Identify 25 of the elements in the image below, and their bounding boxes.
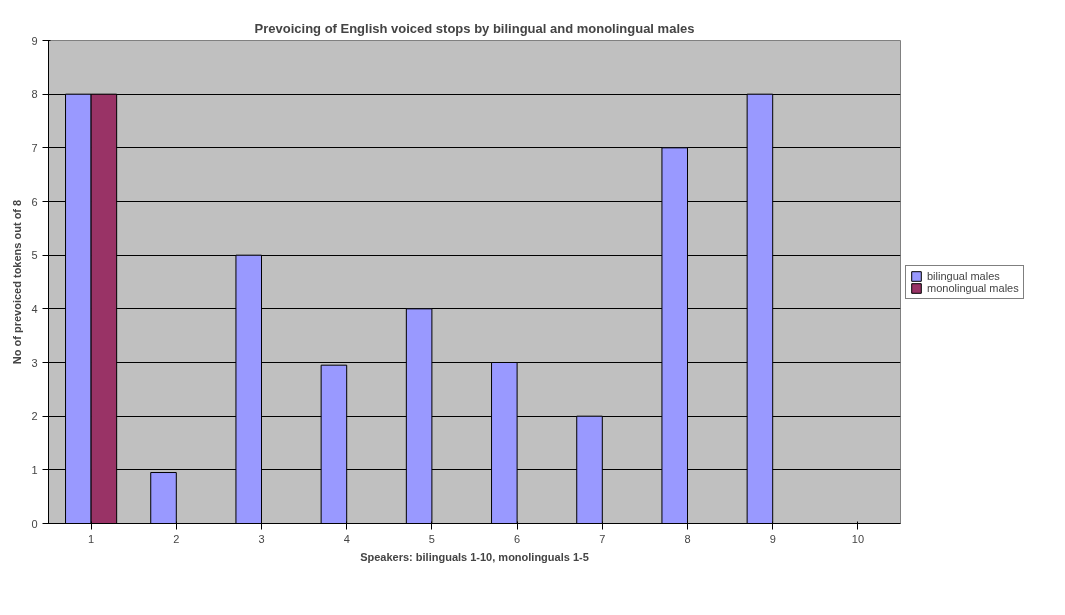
x-axis-title: Speakers: bilinguals 1-10, monolinguals 1-5: [360, 550, 589, 563]
y-tick-label: 6: [31, 195, 38, 208]
legend-label: bilingual males: [927, 269, 1000, 282]
y-tick-label: 1: [31, 463, 38, 476]
y-tick-label: 0: [31, 517, 38, 530]
x-tick-label: 10: [851, 532, 865, 545]
y-tick-label: 2: [31, 410, 38, 423]
x-tick-label: 9: [769, 532, 776, 545]
x-tick-label: 2: [173, 532, 180, 545]
y-tick-label: 4: [31, 302, 38, 315]
x-tick-label: 3: [258, 532, 265, 545]
legend-label: monolingual males: [927, 281, 1019, 294]
x-tick-label: 1: [88, 532, 95, 545]
y-tick-label: 3: [31, 356, 38, 369]
x-tick-label: 8: [684, 532, 691, 545]
x-tick-label: 5: [428, 532, 435, 545]
x-tick-label: 7: [599, 532, 606, 545]
y-tick-label: 7: [31, 141, 38, 154]
y-tick-label: 8: [31, 88, 38, 101]
chart-title: Prevoicing of English voiced stops by bilingual and monolingual males: [254, 20, 695, 36]
y-axis-title: No of prevoiced tokens out of 8: [11, 199, 24, 365]
y-tick-label: 5: [31, 249, 38, 262]
x-tick-label: 6: [514, 532, 521, 545]
y-tick-label: 9: [31, 34, 38, 47]
x-tick-label: 4: [343, 532, 350, 545]
